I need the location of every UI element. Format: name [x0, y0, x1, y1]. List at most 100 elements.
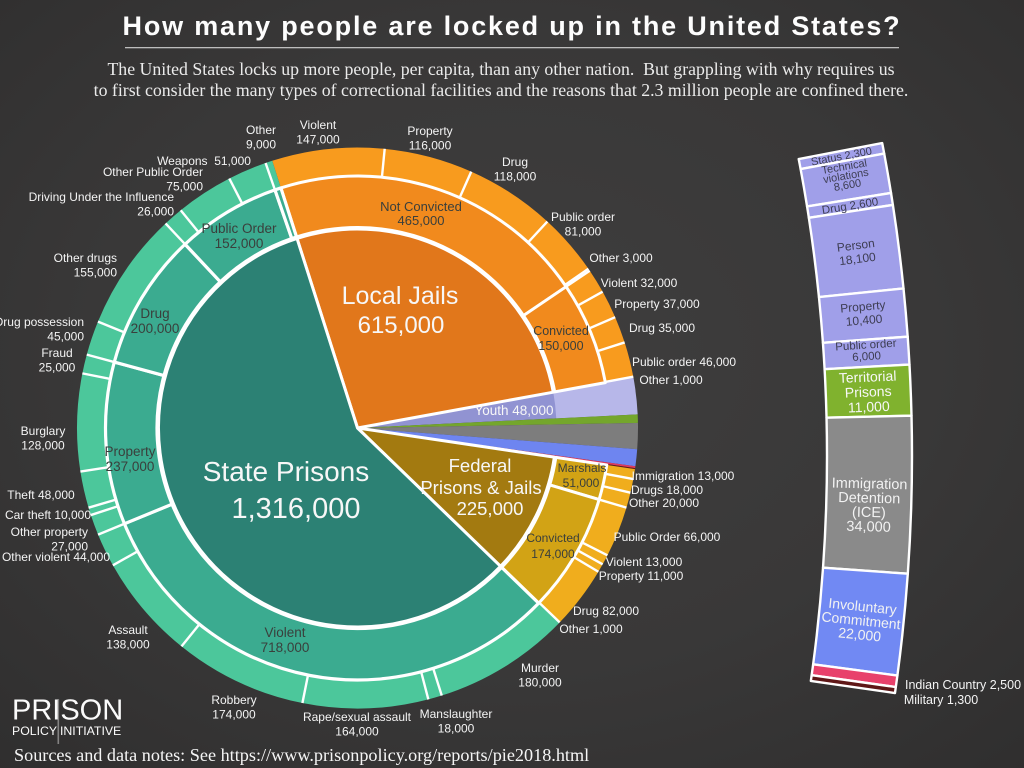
svg-text:27,000: 27,000 — [51, 540, 88, 554]
svg-text:10,400: 10,400 — [845, 312, 883, 329]
svg-text:Other 1,000: Other 1,000 — [559, 622, 623, 636]
svg-text:Public Order 66,000: Public Order 66,000 — [614, 530, 721, 544]
svg-text:Other 1,000: Other 1,000 — [639, 373, 703, 387]
svg-text:(ICE): (ICE) — [852, 505, 886, 522]
svg-text:Indian Country 2,500: Indian Country 2,500 — [905, 678, 1021, 692]
svg-text:237,000: 237,000 — [106, 459, 155, 474]
svg-text:138,000: 138,000 — [106, 638, 150, 652]
svg-text:Detention: Detention — [838, 490, 900, 507]
svg-text:6,000: 6,000 — [852, 350, 881, 364]
svg-text:Involuntary: Involuntary — [828, 595, 898, 618]
svg-text:8,600: 8,600 — [833, 177, 862, 194]
svg-text:Property: Property — [104, 444, 155, 459]
svg-text:Territorial: Territorial — [839, 368, 897, 386]
svg-text:Violent: Violent — [264, 625, 305, 640]
svg-text:152,000: 152,000 — [215, 236, 264, 251]
svg-text:INITIATIVE: INITIATIVE — [60, 724, 121, 738]
svg-text:Property: Property — [407, 124, 452, 138]
svg-text:Public order: Public order — [551, 210, 615, 224]
svg-text:Rape/sexual assault: Rape/sexual assault — [303, 710, 412, 724]
svg-text:Property: Property — [840, 298, 886, 316]
svg-text:Military 1,300: Military 1,300 — [904, 693, 978, 707]
svg-text:174,000: 174,000 — [212, 708, 256, 722]
svg-text:75,000: 75,000 — [166, 180, 203, 194]
svg-text:25,000: 25,000 — [39, 361, 76, 375]
svg-text:Youth 48,000: Youth 48,000 — [474, 403, 553, 418]
svg-text:Assault: Assault — [108, 623, 148, 637]
svg-text:11,000: 11,000 — [848, 398, 891, 416]
svg-text:Other: Other — [246, 123, 276, 137]
svg-text:PRISON: PRISON — [12, 695, 123, 727]
svg-text:Convicted: Convicted — [533, 324, 589, 338]
svg-text:POLICY: POLICY — [12, 724, 57, 738]
svg-text:9,000: 9,000 — [246, 138, 276, 152]
svg-text:Other property: Other property — [11, 525, 88, 539]
svg-text:Fraud: Fraud — [41, 346, 72, 360]
svg-text:Prisons & Jails: Prisons & Jails — [420, 477, 541, 498]
svg-text:18,100: 18,100 — [838, 250, 877, 269]
svg-text:22,000: 22,000 — [838, 624, 882, 644]
svg-text:128,000: 128,000 — [21, 439, 65, 453]
svg-text:Drugs 18,000: Drugs 18,000 — [631, 483, 703, 497]
svg-text:51,000: 51,000 — [563, 476, 600, 490]
svg-text:Other 20,000: Other 20,000 — [629, 496, 699, 510]
svg-text:Burglary: Burglary — [21, 424, 66, 438]
svg-text:Local Jails: Local Jails — [342, 282, 459, 310]
svg-text:1,316,000: 1,316,000 — [231, 493, 360, 525]
svg-text:Public order: Public order — [835, 338, 897, 354]
svg-text:718,000: 718,000 — [261, 640, 310, 655]
svg-text:Murder: Murder — [521, 661, 559, 675]
svg-text:Person: Person — [836, 236, 875, 255]
svg-text:118,000: 118,000 — [494, 170, 537, 184]
svg-text:200,000: 200,000 — [131, 321, 180, 336]
svg-text:Property 37,000: Property 37,000 — [614, 297, 700, 311]
svg-text:Immigration: Immigration — [832, 476, 908, 494]
svg-text:The United States locks up mor: The United States locks up more people, … — [107, 59, 894, 79]
svg-text:Robbery: Robbery — [211, 693, 256, 707]
svg-text:Violent 13,000: Violent 13,000 — [606, 555, 683, 569]
svg-text:Convicted: Convicted — [526, 531, 579, 545]
svg-text:Federal: Federal — [449, 455, 512, 476]
svg-text:Car theft 10,000: Car theft 10,000 — [5, 508, 91, 522]
svg-text:180,000: 180,000 — [518, 676, 562, 690]
svg-text:Weapons 51,000: Weapons 51,000 — [157, 154, 251, 168]
svg-text:Drug: Drug — [502, 155, 528, 169]
svg-text:Marshals: Marshals — [558, 461, 607, 475]
svg-text:465,000: 465,000 — [398, 213, 445, 228]
svg-text:Other Public Order: Other Public Order — [103, 165, 203, 179]
svg-text:Other 3,000: Other 3,000 — [589, 251, 653, 265]
svg-text:Violent: Violent — [300, 118, 337, 132]
svg-text:Drug 82,000: Drug 82,000 — [573, 604, 639, 618]
svg-text:to first consider the many typ: to first consider the many types of corr… — [94, 80, 909, 100]
svg-text:Immigration 13,000: Immigration 13,000 — [632, 469, 735, 483]
svg-text:Drug possession: Drug possession — [0, 315, 84, 329]
svg-text:Manslaughter: Manslaughter — [420, 707, 493, 721]
svg-text:45,000: 45,000 — [47, 330, 84, 344]
svg-text:How many people are locked up: How many people are locked up in the Uni… — [123, 11, 902, 41]
svg-text:Not Convicted: Not Convicted — [380, 199, 462, 214]
svg-text:Other drugs: Other drugs — [54, 251, 117, 265]
svg-text:155,000: 155,000 — [74, 266, 118, 280]
svg-text:147,000: 147,000 — [296, 133, 340, 147]
svg-text:225,000: 225,000 — [457, 498, 524, 519]
svg-text:Drug: Drug — [140, 306, 169, 321]
svg-text:Drug 35,000: Drug 35,000 — [629, 321, 695, 335]
svg-text:615,000: 615,000 — [358, 312, 445, 339]
svg-text:34,000: 34,000 — [846, 519, 891, 536]
svg-text:Prisons: Prisons — [845, 383, 892, 401]
svg-text:Violent 32,000: Violent 32,000 — [601, 276, 678, 290]
svg-text:Property 11,000: Property 11,000 — [599, 569, 684, 583]
svg-text:Public Order: Public Order — [201, 221, 277, 236]
svg-text:116,000: 116,000 — [409, 139, 452, 153]
svg-text:Driving Under the Influence: Driving Under the Influence — [29, 190, 175, 204]
svg-text:Public order 46,000: Public order 46,000 — [632, 355, 736, 369]
svg-text:Theft 48,000: Theft 48,000 — [7, 488, 75, 502]
svg-text:81,000: 81,000 — [565, 225, 602, 239]
svg-text:174,000: 174,000 — [531, 547, 575, 561]
svg-text:Other violent 44,000: Other violent 44,000 — [2, 550, 110, 564]
svg-text:18,000: 18,000 — [438, 722, 475, 736]
svg-text:150,000: 150,000 — [538, 339, 583, 353]
svg-text:Sources and data notes: See ht: Sources and data notes: See https://www.… — [14, 745, 589, 765]
svg-text:164,000: 164,000 — [335, 725, 379, 739]
svg-text:State Prisons: State Prisons — [203, 456, 370, 487]
